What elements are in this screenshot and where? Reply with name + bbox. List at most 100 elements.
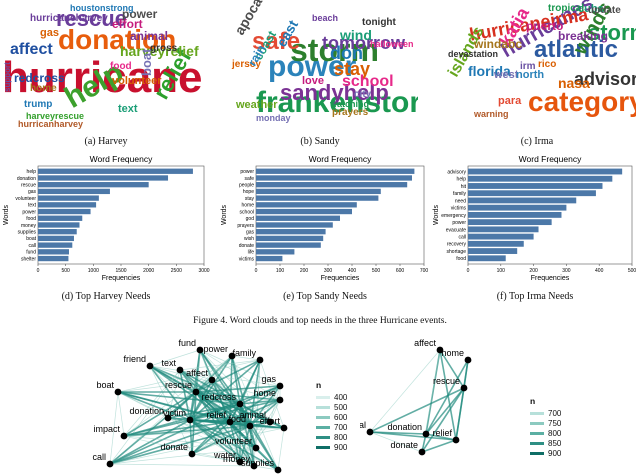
tick-label: 400 <box>348 268 357 274</box>
plot-frame <box>255 165 425 265</box>
bar <box>468 219 552 226</box>
edge <box>109 447 257 465</box>
legend-item: 800 <box>316 432 347 442</box>
network-graph-irma: affect home rescue animal donation relief dona… <box>360 338 472 456</box>
edge <box>117 379 213 393</box>
tick-label: 2500 <box>171 268 182 274</box>
cloud-word: category <box>528 86 636 117</box>
edge <box>229 403 241 423</box>
edge <box>229 421 255 467</box>
edge <box>199 349 281 387</box>
cloud-word: home <box>30 83 57 94</box>
node <box>236 400 244 408</box>
node-label: home <box>253 388 276 398</box>
edge <box>189 419 241 463</box>
tick-label: wish <box>244 236 254 242</box>
cloud-word: support <box>3 62 12 92</box>
tick-label: recovery <box>447 242 467 248</box>
node-label: rescue <box>433 376 460 386</box>
cloud-word: gas <box>40 27 59 39</box>
node-label: home <box>441 348 464 358</box>
node <box>246 422 254 430</box>
bar <box>38 175 169 181</box>
node-label: animal <box>360 420 366 430</box>
tick-label: family <box>453 191 467 197</box>
tick-label: 500 <box>628 268 637 274</box>
legend-swatch <box>530 441 544 445</box>
tick-label: shelter <box>21 256 36 262</box>
edge <box>369 431 423 453</box>
legend-swatch <box>530 431 544 435</box>
cloud-word: windabc <box>474 37 523 51</box>
tick-label: food <box>26 216 36 222</box>
edge <box>149 365 191 421</box>
tick-label: emergency <box>441 213 466 219</box>
edge <box>123 427 285 437</box>
cloud-word: trump <box>24 99 53 110</box>
bar <box>468 240 524 247</box>
bar <box>468 211 562 218</box>
cloud-word: irm <box>520 61 536 72</box>
legend-swatch <box>316 435 330 439</box>
legend-label: 900 <box>334 442 348 452</box>
cloud-word: atlantic <box>534 36 619 63</box>
cloud-word: effort <box>112 17 143 31</box>
legend-label: 700 <box>334 422 348 432</box>
x-axis-label: Frequencies <box>321 275 360 282</box>
edge <box>369 431 457 441</box>
cloud-word: cuba <box>578 3 604 15</box>
bar <box>468 204 567 211</box>
tick-label: gas <box>246 229 255 235</box>
node <box>366 428 374 436</box>
bar <box>256 195 379 201</box>
edge <box>425 433 457 441</box>
x-axis-label: Frequencies <box>531 275 570 282</box>
node <box>164 414 172 422</box>
tick-label: gas <box>28 189 37 195</box>
cloud-word: stay <box>334 59 371 79</box>
bar <box>468 226 539 233</box>
chart-title: Word Frequency <box>519 154 582 164</box>
tick-label: food <box>456 256 466 262</box>
legend-item: 900 <box>530 448 561 458</box>
bar <box>468 168 623 175</box>
wordcloud-harvey: hurricane donation help rescue relief affect h… <box>0 0 212 132</box>
cloud-word: north <box>516 69 545 81</box>
tick-label: call <box>28 243 36 249</box>
tick-label: safe <box>245 176 255 182</box>
tick-label: hit <box>461 184 467 190</box>
legend-item: 850 <box>530 438 561 448</box>
bar <box>468 197 577 204</box>
edge <box>455 387 465 441</box>
bar <box>256 215 340 221</box>
bar <box>468 183 603 189</box>
cloud-word: storm <box>588 20 636 45</box>
tick-label: victims <box>239 256 255 262</box>
tick-label: 600 <box>396 268 405 274</box>
cloud-word: hurricaneharvey <box>30 13 108 24</box>
edge <box>199 349 241 463</box>
tick-label: 100 <box>276 268 285 274</box>
edge <box>109 427 285 465</box>
legend-network-irma: n 700 750 800 850 900 <box>530 396 561 458</box>
cloud-word: safe <box>252 28 301 55</box>
tick-label: fund <box>26 250 36 256</box>
chart-title: Word Frequency <box>309 154 372 164</box>
bar <box>256 208 352 215</box>
cloud-word: affect <box>10 41 53 58</box>
bar-chart-harvey: Word Frequency helpdonationrescuegasvolun… <box>3 154 210 282</box>
cloud-word: redcross <box>14 71 65 85</box>
tick-label: 700 <box>420 268 429 274</box>
cloud-word: volunteer <box>112 75 162 87</box>
legend-label: 850 <box>548 438 562 448</box>
edge <box>109 463 255 467</box>
edge <box>123 419 191 437</box>
cloud-word: animal <box>130 29 169 43</box>
caption-irma: (c) Irma <box>520 136 554 147</box>
node <box>208 376 216 384</box>
bar <box>38 249 69 255</box>
caption-harvey: (a) Harvey <box>84 136 128 147</box>
cloud-word: tonight <box>362 17 396 28</box>
edge <box>229 399 281 423</box>
node <box>252 444 260 452</box>
